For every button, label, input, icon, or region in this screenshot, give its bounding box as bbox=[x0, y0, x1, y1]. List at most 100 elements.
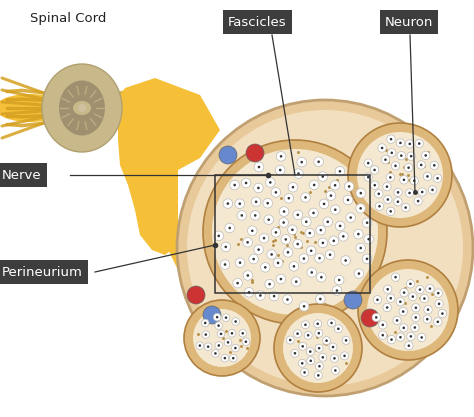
Circle shape bbox=[259, 294, 262, 297]
Text: Fascicles: Fascicles bbox=[228, 15, 287, 28]
Circle shape bbox=[267, 250, 276, 259]
Circle shape bbox=[438, 309, 447, 318]
Circle shape bbox=[225, 223, 235, 233]
Circle shape bbox=[237, 211, 246, 220]
Circle shape bbox=[437, 321, 439, 323]
Circle shape bbox=[274, 231, 277, 234]
Circle shape bbox=[257, 187, 260, 189]
Circle shape bbox=[405, 342, 413, 350]
Circle shape bbox=[279, 169, 282, 171]
Circle shape bbox=[220, 260, 230, 269]
Circle shape bbox=[310, 359, 312, 362]
Circle shape bbox=[288, 197, 290, 199]
Circle shape bbox=[254, 162, 264, 172]
Circle shape bbox=[305, 221, 308, 223]
Circle shape bbox=[268, 283, 271, 286]
Circle shape bbox=[310, 180, 319, 190]
Circle shape bbox=[221, 242, 230, 252]
Circle shape bbox=[397, 151, 405, 160]
Circle shape bbox=[237, 282, 239, 284]
Circle shape bbox=[390, 138, 392, 141]
Circle shape bbox=[225, 246, 227, 248]
Circle shape bbox=[316, 294, 325, 304]
Circle shape bbox=[233, 278, 242, 288]
Circle shape bbox=[263, 237, 265, 239]
Circle shape bbox=[366, 221, 368, 224]
Circle shape bbox=[428, 287, 431, 290]
Circle shape bbox=[217, 330, 225, 338]
Circle shape bbox=[407, 166, 410, 169]
Circle shape bbox=[344, 182, 354, 191]
Circle shape bbox=[276, 151, 286, 161]
Circle shape bbox=[305, 228, 315, 238]
Circle shape bbox=[325, 339, 328, 342]
Circle shape bbox=[280, 155, 283, 158]
Circle shape bbox=[406, 140, 414, 148]
Circle shape bbox=[418, 333, 426, 342]
Circle shape bbox=[354, 269, 364, 279]
Circle shape bbox=[307, 334, 310, 337]
Circle shape bbox=[254, 245, 264, 254]
Circle shape bbox=[296, 243, 299, 245]
Circle shape bbox=[338, 170, 341, 173]
Circle shape bbox=[321, 241, 324, 244]
Circle shape bbox=[406, 280, 415, 288]
Circle shape bbox=[297, 214, 299, 216]
Circle shape bbox=[361, 309, 379, 327]
Circle shape bbox=[367, 269, 449, 351]
Ellipse shape bbox=[63, 86, 81, 103]
Circle shape bbox=[397, 201, 399, 203]
Circle shape bbox=[255, 201, 257, 203]
Circle shape bbox=[314, 372, 322, 379]
Circle shape bbox=[334, 325, 342, 333]
Circle shape bbox=[374, 184, 376, 186]
Circle shape bbox=[294, 352, 296, 354]
Circle shape bbox=[220, 333, 222, 335]
Circle shape bbox=[292, 186, 294, 188]
Circle shape bbox=[293, 239, 302, 249]
Circle shape bbox=[409, 143, 411, 145]
Circle shape bbox=[436, 177, 439, 180]
Circle shape bbox=[187, 286, 205, 304]
Circle shape bbox=[394, 165, 397, 167]
Circle shape bbox=[402, 310, 404, 313]
Circle shape bbox=[364, 173, 373, 181]
Circle shape bbox=[319, 298, 322, 300]
Circle shape bbox=[218, 344, 220, 347]
Circle shape bbox=[283, 295, 292, 304]
Circle shape bbox=[328, 319, 336, 327]
Circle shape bbox=[411, 295, 414, 298]
Circle shape bbox=[402, 178, 405, 181]
Circle shape bbox=[309, 350, 311, 353]
Circle shape bbox=[303, 371, 306, 374]
Circle shape bbox=[376, 299, 379, 301]
Circle shape bbox=[275, 165, 285, 175]
Circle shape bbox=[434, 289, 442, 297]
Circle shape bbox=[327, 221, 329, 223]
Circle shape bbox=[318, 332, 320, 334]
Circle shape bbox=[274, 191, 277, 193]
Circle shape bbox=[232, 344, 239, 352]
Circle shape bbox=[228, 227, 231, 229]
Circle shape bbox=[301, 217, 311, 226]
Circle shape bbox=[346, 213, 356, 222]
Ellipse shape bbox=[59, 80, 105, 136]
Circle shape bbox=[332, 239, 335, 242]
Circle shape bbox=[284, 238, 287, 241]
Circle shape bbox=[199, 344, 201, 347]
Circle shape bbox=[320, 276, 323, 279]
Circle shape bbox=[349, 216, 352, 219]
Circle shape bbox=[394, 188, 402, 196]
Circle shape bbox=[254, 214, 256, 217]
Circle shape bbox=[412, 304, 420, 312]
Circle shape bbox=[334, 184, 337, 186]
Circle shape bbox=[306, 348, 314, 356]
Circle shape bbox=[386, 186, 388, 188]
Circle shape bbox=[279, 207, 289, 216]
Circle shape bbox=[307, 357, 315, 365]
Circle shape bbox=[390, 297, 392, 299]
Circle shape bbox=[293, 330, 301, 338]
Circle shape bbox=[177, 100, 473, 396]
Circle shape bbox=[408, 344, 410, 347]
Circle shape bbox=[297, 157, 307, 167]
